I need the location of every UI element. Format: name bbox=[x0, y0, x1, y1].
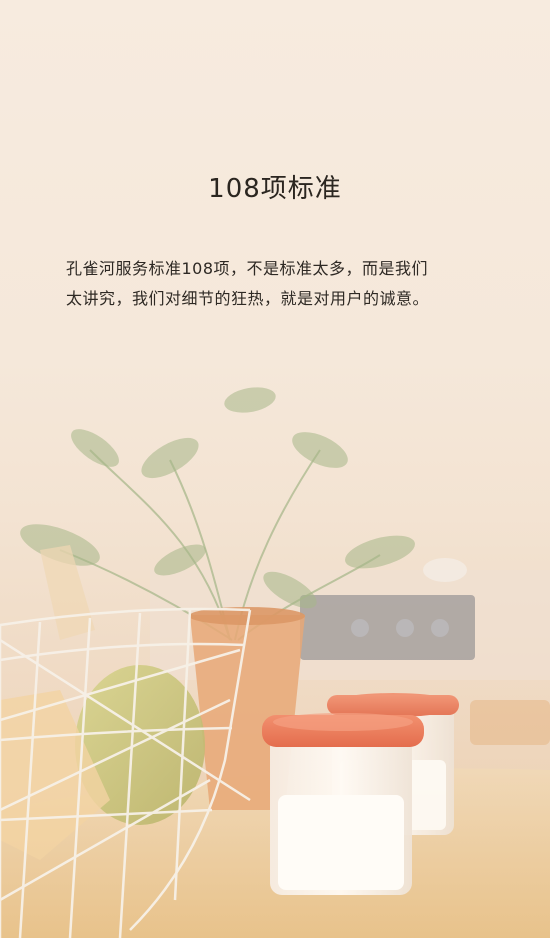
intro-line-1: 孔雀河服务标准108项，不是标准太多，而是我们 bbox=[66, 259, 429, 278]
intro-paragraph: 孔雀河服务标准108项，不是标准太多，而是我们 太讲究，我们对细节的狂热，就是对… bbox=[66, 254, 486, 314]
front-jar-shape bbox=[262, 713, 424, 895]
pear-shape bbox=[75, 665, 205, 825]
background-photo bbox=[0, 387, 550, 938]
wire-basket-shape bbox=[0, 607, 252, 938]
intro-line-2: 太讲究，我们对细节的狂热，就是对用户的诚意。 bbox=[66, 289, 430, 308]
stove-shape bbox=[300, 595, 475, 660]
page-title: 108项标准 bbox=[208, 174, 342, 204]
